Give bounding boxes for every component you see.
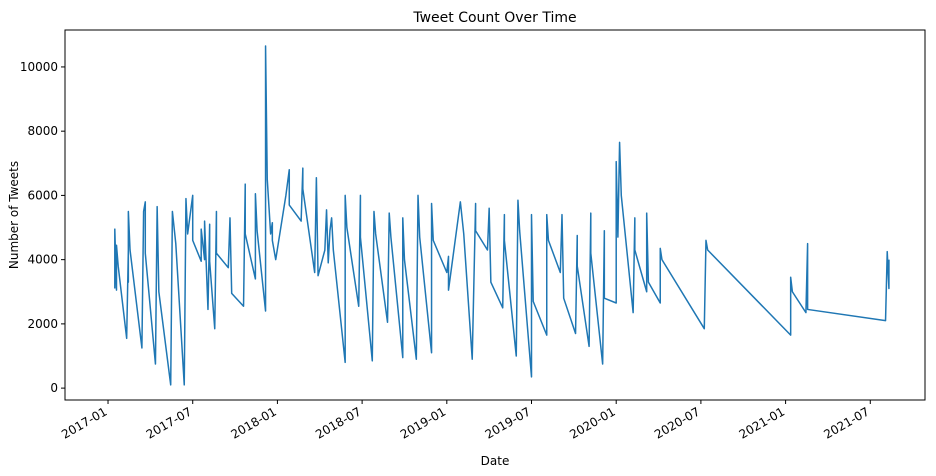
x-tick-label: 2021-07 bbox=[821, 404, 871, 441]
x-tick-label: 2020-01 bbox=[567, 404, 617, 441]
x-tick-label: 2020-07 bbox=[652, 404, 702, 441]
y-tick-label: 4000 bbox=[27, 253, 58, 267]
y-tick-label: 6000 bbox=[27, 188, 58, 202]
x-tick-label: 2021-01 bbox=[737, 404, 787, 441]
plot-frame bbox=[64, 29, 926, 401]
y-tick-label: 10000 bbox=[20, 60, 58, 74]
x-tick-label: 2018-07 bbox=[313, 404, 363, 441]
y-tick-label: 8000 bbox=[27, 124, 58, 138]
line bbox=[114, 45, 890, 386]
x-tick-label: 2019-07 bbox=[483, 404, 533, 441]
x-tick-label: 2017-07 bbox=[144, 404, 194, 441]
x-tick-label: 2017-01 bbox=[59, 404, 109, 441]
y-tick-label: 2000 bbox=[27, 317, 58, 331]
x-tick-label: 2019-01 bbox=[398, 404, 448, 441]
x-axis-label: Date bbox=[481, 454, 510, 468]
y-axis-label: Number of Tweets bbox=[7, 161, 21, 269]
x-tick-label: 2018-01 bbox=[228, 404, 278, 441]
chart-title: Tweet Count Over Time bbox=[412, 10, 576, 26]
y-tick-label: 0 bbox=[50, 381, 58, 395]
